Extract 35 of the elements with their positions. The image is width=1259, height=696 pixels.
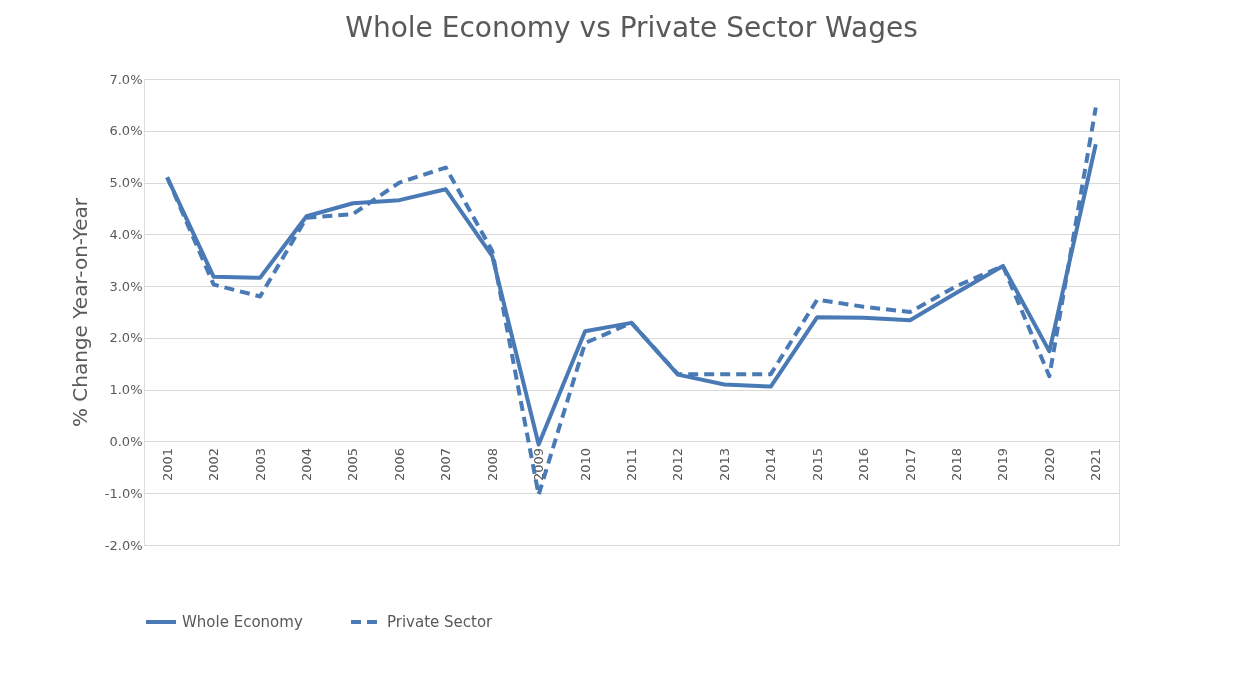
- x-tick-label: 2019: [995, 447, 1011, 482]
- legend-label: Whole Economy: [182, 613, 303, 631]
- y-tick-label: 1.0%: [109, 382, 143, 398]
- x-tick-label: 2003: [252, 447, 268, 482]
- x-tick-label: 2021: [1088, 447, 1104, 482]
- x-tick-label: 2001: [159, 447, 175, 482]
- x-tick-label: 2007: [438, 447, 454, 482]
- y-tick-label: -1.0%: [104, 485, 143, 501]
- x-tick-label: 2005: [345, 447, 361, 482]
- x-tick-label: 2009: [531, 447, 547, 482]
- y-tick-label: -2.0%: [104, 537, 143, 553]
- x-tick-label: 2011: [624, 447, 639, 482]
- x-tick-label: 2006: [391, 447, 407, 482]
- x-tick-label: 2018: [949, 447, 964, 482]
- x-tick-label: 2015: [809, 447, 825, 482]
- y-tick-label: 4.0%: [109, 226, 143, 242]
- y-tick-label: 5.0%: [109, 175, 143, 191]
- chart-title: Whole Economy vs Private Sector Wages: [345, 11, 918, 44]
- x-tick-label: 2002: [206, 447, 222, 482]
- y-axis-title: % Change Year-on-Year: [67, 197, 92, 428]
- x-tick-label: 2012: [670, 447, 686, 482]
- y-tick-label: 3.0%: [109, 278, 143, 294]
- x-tick-label: 2010: [577, 447, 593, 482]
- x-tick-label: 2017: [902, 447, 918, 482]
- x-tick-label: 2004: [299, 447, 314, 482]
- y-tick-label: 7.0%: [109, 71, 143, 87]
- x-tick-label: 2008: [484, 447, 500, 482]
- legend-label: Private Sector: [387, 613, 494, 631]
- x-tick-label: 2014: [763, 447, 779, 482]
- x-tick-label: 2013: [716, 447, 732, 482]
- x-tick-label: 2020: [1041, 447, 1057, 482]
- y-tick-label: 2.0%: [109, 330, 143, 346]
- y-tick-label: 0.0%: [109, 433, 143, 449]
- x-tick-label: 2016: [856, 447, 872, 482]
- y-tick-label: 6.0%: [109, 123, 143, 139]
